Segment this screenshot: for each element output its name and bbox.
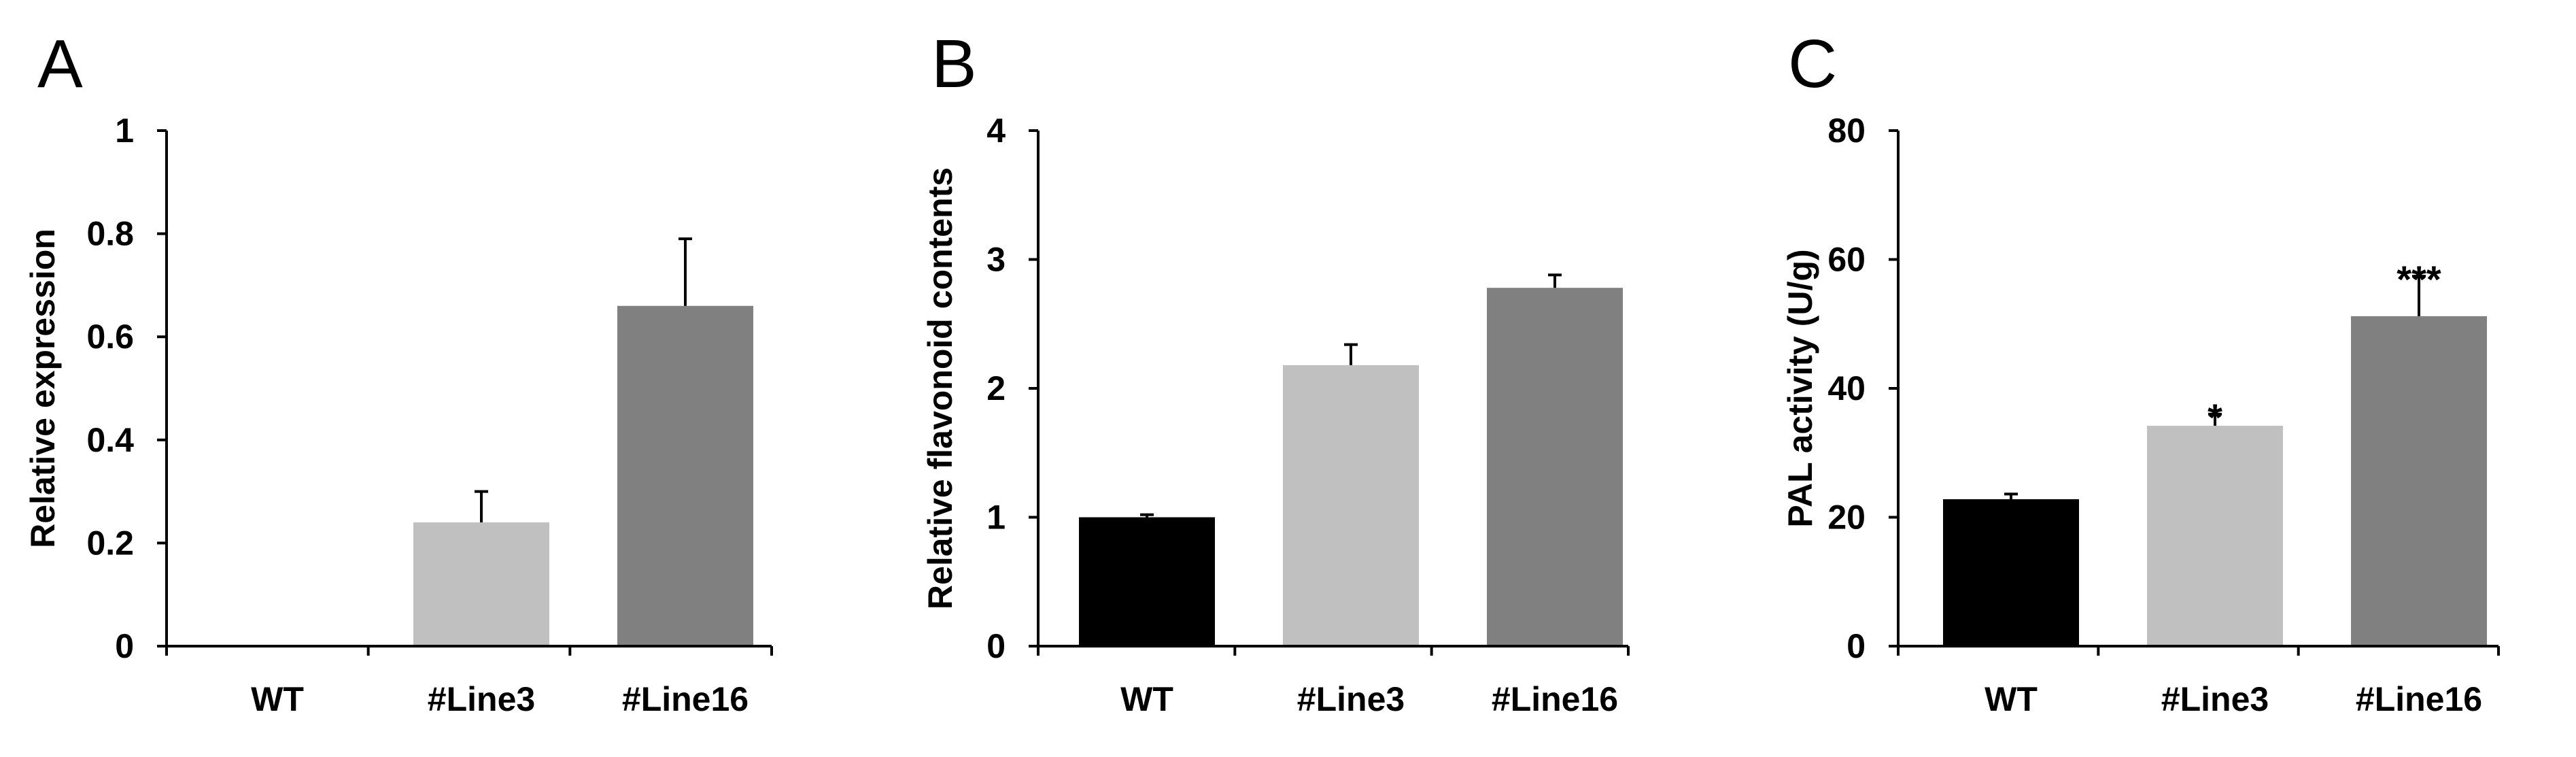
y-tick-label: 80 (1827, 112, 1866, 150)
x-tick-label: #Line3 (1297, 680, 1405, 718)
y-axis-title: Relative flavonoid contents (921, 167, 959, 609)
bar (1079, 517, 1215, 646)
y-tick-label: 0.8 (86, 215, 134, 253)
chart-panel-a: A WT #Line3 #Line16 0 0.2 0.4 0.6 0.8 1 Relative e… (24, 26, 773, 718)
bar (2351, 316, 2487, 646)
y-axis-title: PAL activity (U/g) (1781, 249, 1819, 527)
y-tick-label: 20 (1827, 499, 1866, 537)
y-tick-label: 40 (1827, 369, 1866, 407)
x-tick-label: #Line3 (428, 680, 535, 718)
x-tick-label: #Line16 (1492, 680, 1618, 718)
y-tick-label: 2 (986, 369, 1006, 407)
y-tick-label: 1 (115, 112, 134, 150)
y-tick-label: 0 (1847, 627, 1866, 665)
bar (617, 305, 753, 646)
significance-label: * (2208, 396, 2222, 439)
x-tick-label: #Line3 (2161, 680, 2269, 718)
significance-label: *** (2397, 258, 2441, 301)
y-tick-label: 0 (115, 627, 134, 665)
y-tick-label: 4 (986, 112, 1006, 150)
x-tick-label: WT (1120, 680, 1173, 718)
y-tick-label: 0.2 (86, 524, 134, 562)
bar (1283, 365, 1419, 646)
y-tick-label: 60 (1827, 241, 1866, 279)
x-tick-label: WT (1985, 680, 2038, 718)
y-tick-label: 3 (986, 241, 1006, 279)
chart-panel-c: C WT * #Line3 *** #Line16 0 20 40 60 80 PAL activit… (1781, 26, 2500, 718)
x-tick-label: WT (251, 680, 304, 718)
x-tick-label: #Line16 (2356, 680, 2482, 718)
panel-letter: C (1788, 26, 1837, 102)
bar (413, 522, 549, 646)
y-axis-title: Relative expression (24, 229, 62, 548)
panel-letter: B (931, 26, 977, 102)
bar (1943, 499, 2079, 646)
y-tick-label: 1 (986, 499, 1006, 537)
y-tick-label: 0.4 (86, 421, 134, 459)
bar (2147, 425, 2283, 646)
panel-letter: A (37, 26, 83, 102)
y-tick-label: 0 (986, 627, 1006, 665)
chart-panel-b: B WT #Line3 #Line16 0 1 2 3 4 Relative flavonoid … (921, 26, 1630, 718)
x-tick-label: #Line16 (622, 680, 749, 718)
bar (1487, 288, 1623, 646)
y-tick-label: 0.6 (86, 318, 134, 356)
